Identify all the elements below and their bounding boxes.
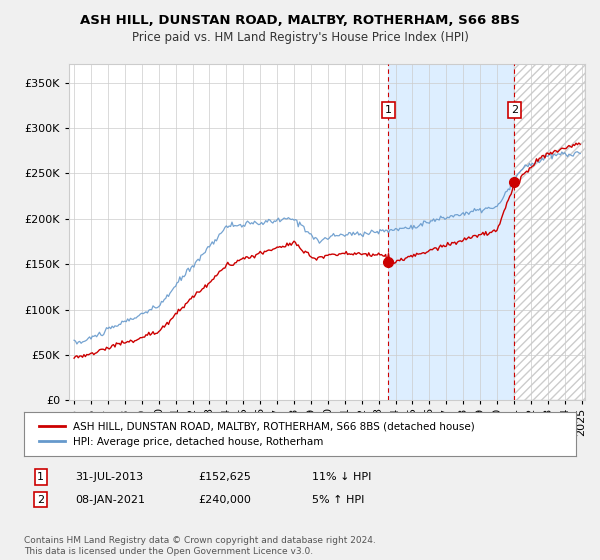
Text: 1: 1 bbox=[37, 472, 44, 482]
Text: Contains HM Land Registry data © Crown copyright and database right 2024.
This d: Contains HM Land Registry data © Crown c… bbox=[24, 536, 376, 556]
Text: 2: 2 bbox=[37, 494, 44, 505]
Legend: ASH HILL, DUNSTAN ROAD, MALTBY, ROTHERHAM, S66 8BS (detached house), HPI: Averag: ASH HILL, DUNSTAN ROAD, MALTBY, ROTHERHA… bbox=[35, 417, 479, 451]
Bar bbox=[514, 64, 585, 400]
Text: 2: 2 bbox=[511, 105, 518, 115]
Bar bbox=[388, 64, 514, 400]
Text: 31-JUL-2013: 31-JUL-2013 bbox=[75, 472, 143, 482]
Text: 08-JAN-2021: 08-JAN-2021 bbox=[75, 494, 145, 505]
Text: £240,000: £240,000 bbox=[198, 494, 251, 505]
Text: 5% ↑ HPI: 5% ↑ HPI bbox=[312, 494, 364, 505]
Text: 11% ↓ HPI: 11% ↓ HPI bbox=[312, 472, 371, 482]
Text: £152,625: £152,625 bbox=[198, 472, 251, 482]
Text: 1: 1 bbox=[385, 105, 392, 115]
Text: Price paid vs. HM Land Registry's House Price Index (HPI): Price paid vs. HM Land Registry's House … bbox=[131, 31, 469, 44]
Text: ASH HILL, DUNSTAN ROAD, MALTBY, ROTHERHAM, S66 8BS: ASH HILL, DUNSTAN ROAD, MALTBY, ROTHERHA… bbox=[80, 14, 520, 27]
